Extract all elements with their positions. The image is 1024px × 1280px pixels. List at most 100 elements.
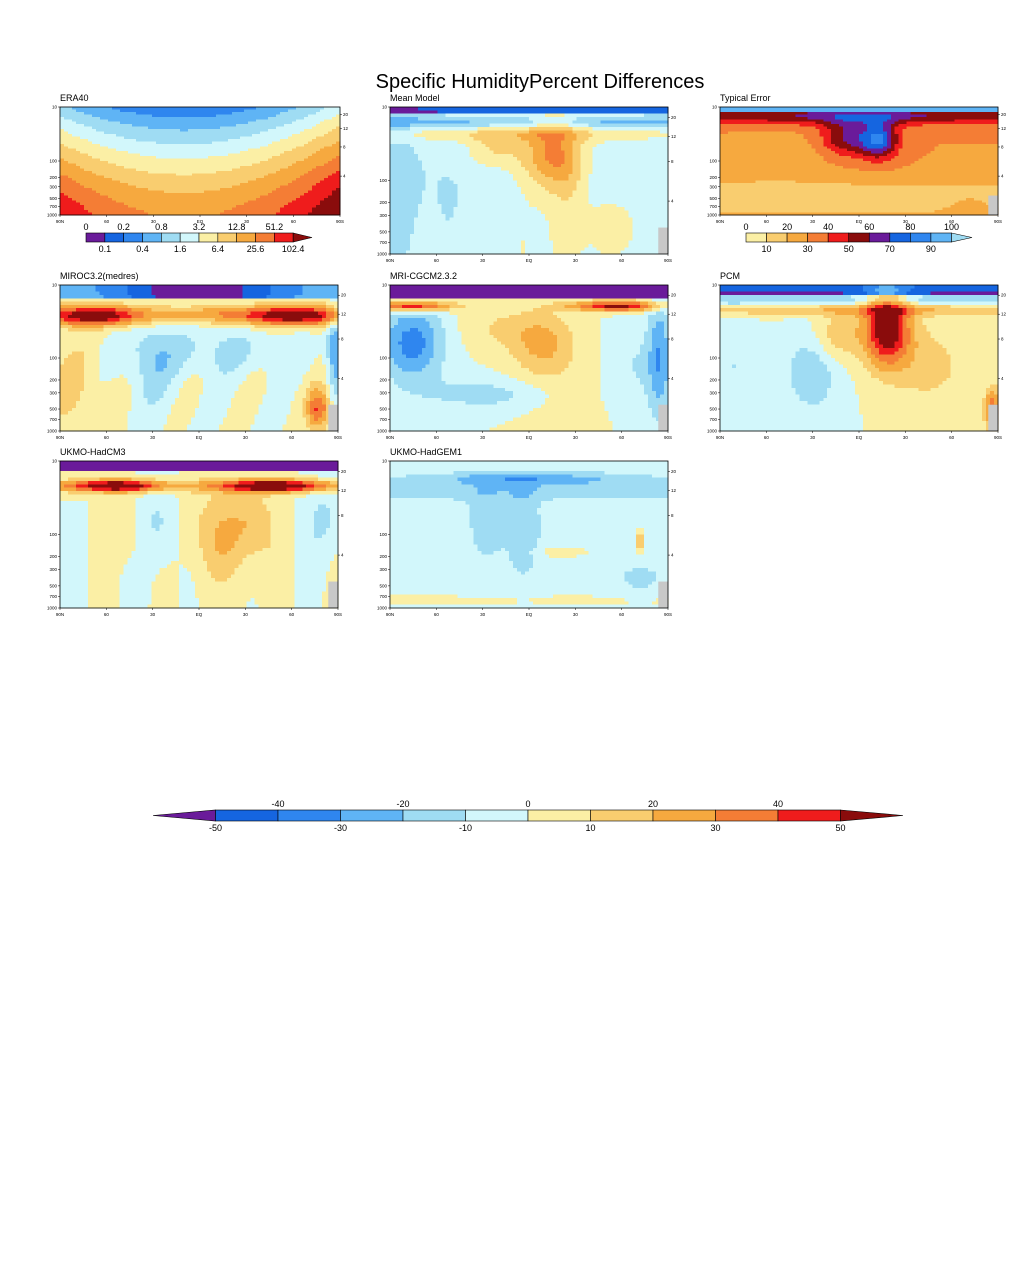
height-tick-label: 8: [671, 513, 674, 518]
page-title: Specific HumidityPercent Differences: [376, 71, 705, 93]
height-tick-label: 20: [671, 293, 677, 298]
colorbar-swatch: [255, 232, 275, 243]
colorbar-swatch: [930, 232, 952, 243]
colorbar-label-top: 40: [823, 222, 833, 232]
colorbar-era40: 0 0.2 0.8 3.2 12.8 51.2 0.1 0.4 1.6 6.4 25.6 102.4: [83, 222, 313, 254]
y-tick-label: 300: [709, 390, 717, 395]
height-tick-label: 8: [1001, 144, 1004, 149]
y-tick-label: 300: [49, 390, 57, 395]
y-tick-label: 500: [379, 229, 387, 234]
x-tick-label: 60: [104, 435, 110, 440]
y-tick-label: 1000: [377, 429, 388, 434]
colorbar-label-top: 20: [648, 799, 658, 809]
colorbar-label-top: 0.8: [155, 222, 168, 232]
y-tick-label: 100: [379, 356, 387, 361]
x-tick-label: 90S: [334, 435, 342, 440]
colorbar-label-bottom: 70: [885, 244, 895, 254]
y-tick-label: 10: [382, 283, 388, 288]
missing-data: [658, 581, 668, 608]
height-tick-label: 4: [1001, 376, 1004, 381]
x-tick-label: 30: [903, 435, 909, 440]
y-tick-label: 10: [712, 283, 718, 288]
colorbar-swatch: [807, 232, 829, 243]
y-tick-label: 300: [379, 213, 387, 218]
x-tick-label: EQ: [196, 435, 203, 440]
y-tick-label: 100: [49, 159, 57, 164]
y-tick-label: 500: [709, 196, 717, 201]
height-tick-label: 8: [671, 337, 674, 342]
colorbar-label-top: 20: [782, 222, 792, 232]
x-tick-label: 90N: [386, 435, 394, 440]
y-tick-label: 10: [52, 105, 58, 110]
x-tick-label: 60: [619, 258, 625, 263]
x-tick-label: 30: [573, 435, 579, 440]
missing-data: [658, 404, 668, 431]
y-tick-label: 100: [49, 356, 57, 361]
missing-data: [328, 404, 338, 431]
panel-title: UKMO-HadGEM1: [390, 447, 462, 457]
x-tick-label: 30: [244, 219, 250, 224]
colorbar-swatch: [161, 232, 181, 243]
colorbar-label-bottom: 30: [710, 823, 720, 833]
x-tick-label: 90S: [664, 435, 672, 440]
x-tick-label: 60: [104, 219, 110, 224]
y-tick-label: 100: [379, 532, 387, 537]
y-tick-label: 700: [379, 594, 387, 599]
colorbar-label-top: 80: [905, 222, 915, 232]
y-tick-label: 700: [49, 417, 57, 422]
x-tick-label: 60: [434, 258, 440, 263]
x-tick-label: 90N: [716, 435, 724, 440]
x-tick-label: 30: [480, 435, 486, 440]
height-tick-label: 12: [341, 488, 347, 493]
colorbar-swatch: [840, 809, 904, 822]
y-tick-label: 100: [379, 178, 387, 183]
field-cells: [60, 285, 339, 432]
x-tick-label: 30: [151, 219, 157, 224]
x-tick-label: 90N: [716, 219, 724, 224]
colorbar-swatch: [123, 232, 143, 243]
x-tick-label: 60: [289, 612, 295, 617]
colorbar-label-bottom: 30: [803, 244, 813, 254]
y-tick-label: 10: [52, 283, 58, 288]
height-tick-label: 20: [1001, 293, 1007, 298]
missing-data: [988, 404, 998, 431]
colorbar-swatch: [848, 232, 870, 243]
colorbar-label-top: 12.8: [228, 222, 246, 232]
y-tick-label: 1000: [377, 252, 388, 257]
x-tick-label: 60: [764, 219, 770, 224]
colorbar-label-bottom: 90: [926, 244, 936, 254]
height-tick-label: 20: [343, 112, 349, 117]
height-tick-label: 12: [1001, 126, 1007, 131]
x-tick-label: 30: [810, 219, 816, 224]
colorbar-swatch: [142, 232, 162, 243]
colorbar-swatch: [527, 809, 591, 822]
colorbar-label-top: 51.2: [266, 222, 284, 232]
y-tick-label: 500: [49, 583, 57, 588]
colorbar-label-bottom: 50: [835, 823, 845, 833]
y-tick-label: 100: [709, 356, 717, 361]
colorbar-label-top: 100: [944, 222, 959, 232]
x-tick-label: 30: [243, 435, 249, 440]
x-tick-label: 60: [104, 612, 110, 617]
height-tick-label: 20: [671, 469, 677, 474]
height-tick-label: 4: [1001, 174, 1004, 179]
panel-hadgem1: UKMO-HadGEM1 90N 60 30 EQ 30 60 90S 10 100 200 300 5…: [377, 447, 677, 617]
panel-title: MRI-CGCM2.3.2: [390, 271, 457, 281]
x-tick-label: EQ: [526, 612, 533, 617]
colorbar-swatch: [85, 232, 106, 243]
panel-title: MIROC3.2(medres): [60, 271, 139, 281]
height-tick-label: 12: [1001, 312, 1007, 317]
y-tick-label: 10: [382, 459, 388, 464]
y-tick-label: 200: [379, 200, 387, 205]
panel-pcm: PCM 90N 60 30 EQ 30 60 90S 10 100 200 300 500 700 1000…: [707, 271, 1007, 440]
y-tick-label: 200: [709, 175, 717, 180]
colorbar-swatch: [274, 232, 294, 243]
colorbar-swatch: [868, 232, 891, 243]
x-tick-label: 90N: [56, 435, 64, 440]
x-tick-label: EQ: [856, 219, 863, 224]
x-tick-label: 90S: [336, 219, 344, 224]
colorbar-typical-error: 0 20 40 60 80 100 10 30 50 70 90: [743, 222, 973, 254]
colorbar-label-bottom: 6.4: [212, 244, 225, 254]
x-tick-label: 30: [573, 612, 579, 617]
